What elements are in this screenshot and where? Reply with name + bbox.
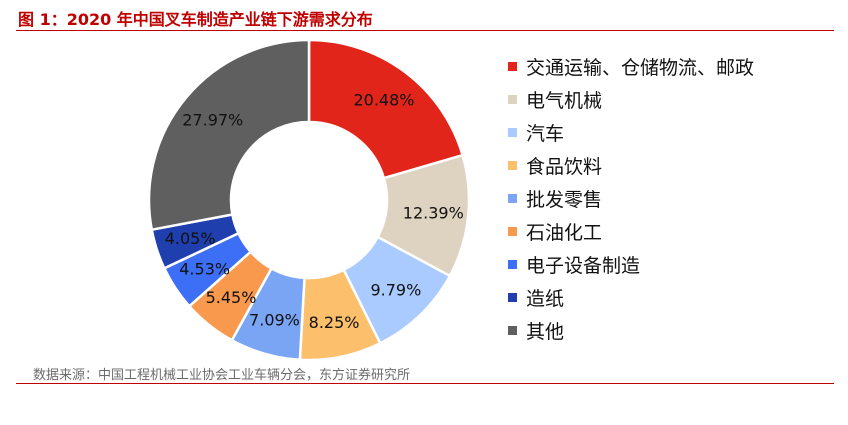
legend-item: 电气机械 [508, 83, 754, 116]
legend-swatch [508, 128, 517, 137]
slice-value-label: 4.05% [165, 229, 216, 248]
donut-slice [307, 38, 465, 180]
slice-value-label: 8.25% [309, 313, 360, 332]
legend-label: 电子设备制造 [526, 255, 641, 277]
legend-swatch [508, 62, 517, 71]
legend-label: 汽车 [526, 123, 565, 145]
slice-value-label: 5.45% [206, 288, 257, 307]
legend-swatch [508, 95, 517, 104]
legend-item: 食品饮料 [508, 149, 754, 182]
legend-item: 批发零售 [508, 182, 754, 215]
legend-swatch [508, 161, 517, 170]
legend-item: 电子设备制造 [508, 248, 754, 281]
legend-item: 石油化工 [508, 215, 754, 248]
legend-label: 造纸 [526, 288, 565, 310]
legend-label: 其他 [526, 321, 565, 343]
legend-swatch [508, 227, 517, 236]
source-note: 数据来源：中国工程机械工业协会工业车辆分会，东方证券研究所 [33, 368, 411, 383]
legend-label: 交通运输、仓储物流、邮政 [526, 57, 755, 79]
slice-value-label: 4.53% [179, 259, 230, 278]
slice-value-label: 27.97% [182, 111, 243, 130]
footer-divider [16, 383, 834, 384]
legend-swatch [508, 326, 517, 335]
slice-value-label: 7.09% [249, 311, 300, 330]
slice-value-label: 12.39% [403, 204, 464, 223]
legend-label: 石油化工 [526, 222, 603, 244]
legend-label: 食品饮料 [526, 156, 603, 178]
legend-item: 交通运输、仓储物流、邮政 [508, 50, 754, 83]
legend-swatch [508, 293, 517, 302]
donut-slice-labels: 20.48% 12.39% 9.79% 8.25% 7.09% 5.45% 4.53% 4.0… [165, 90, 464, 331]
legend-swatch [508, 260, 517, 269]
title-divider [16, 30, 834, 31]
legend-swatch [508, 194, 517, 203]
chart-title: 图 1：2020 年中国叉车制造产业链下游需求分布 [18, 10, 373, 29]
donut-slices [147, 38, 471, 362]
legend-item: 其他 [508, 314, 754, 347]
slice-value-label: 9.79% [370, 280, 421, 299]
legend-label: 批发零售 [526, 189, 603, 211]
legend-item: 造纸 [508, 281, 754, 314]
donut-slice [147, 38, 311, 232]
legend-label: 电气机械 [526, 90, 603, 112]
legend-item: 汽车 [508, 116, 754, 149]
slice-value-label: 20.48% [353, 90, 414, 109]
chart-legend: 交通运输、仓储物流、邮政 电气机械汽车食品饮料批发零售石油化工电子设备制造 造纸其他 [508, 50, 754, 347]
